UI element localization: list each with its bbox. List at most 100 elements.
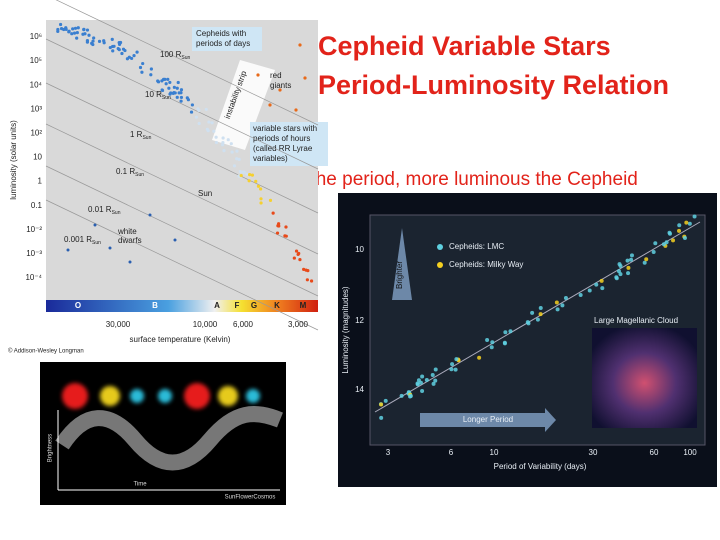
credit: © Addison-Wesley Longman bbox=[8, 348, 84, 355]
star bbox=[190, 103, 194, 107]
dwarf bbox=[173, 238, 177, 242]
star bbox=[305, 278, 309, 282]
y-tick-label: 10² bbox=[30, 129, 42, 138]
star bbox=[256, 184, 261, 188]
radius-line bbox=[45, 38, 319, 170]
star bbox=[111, 49, 115, 53]
star bbox=[135, 50, 139, 54]
star bbox=[238, 169, 242, 174]
dwarf bbox=[128, 260, 132, 264]
y-tick-label: 10⁴ bbox=[30, 80, 43, 89]
cepheid-point bbox=[629, 257, 634, 262]
star bbox=[82, 28, 86, 32]
cepheid-point bbox=[554, 300, 559, 305]
radius-line bbox=[45, 123, 319, 255]
cepheid-point bbox=[668, 231, 673, 236]
cepheid-point bbox=[503, 330, 508, 335]
cepheid-point bbox=[671, 238, 676, 243]
cepheid-point bbox=[526, 321, 531, 326]
y-tick-label: 10 bbox=[355, 245, 364, 254]
cepheid-point bbox=[560, 303, 565, 308]
star bbox=[229, 142, 233, 146]
star bbox=[230, 150, 234, 154]
cepheid-point bbox=[508, 329, 513, 334]
star bbox=[85, 28, 90, 32]
star bbox=[179, 99, 183, 103]
cepheid-point bbox=[450, 362, 455, 367]
galaxy-image bbox=[592, 328, 697, 428]
cepheid-point bbox=[677, 223, 682, 228]
cepheid-point bbox=[687, 221, 692, 226]
star bbox=[306, 269, 310, 273]
arrow-label: Longer Period bbox=[463, 415, 513, 424]
star bbox=[91, 42, 95, 47]
wave bbox=[55, 406, 283, 471]
radius-subscript: Sun bbox=[162, 95, 171, 101]
star bbox=[70, 32, 74, 36]
cepheid-point bbox=[614, 276, 619, 281]
radius-label: 100 RSun bbox=[160, 50, 190, 61]
spectral-type: G bbox=[251, 301, 257, 310]
star bbox=[248, 173, 252, 177]
cepheid-point bbox=[530, 310, 535, 315]
star bbox=[214, 140, 219, 145]
star bbox=[214, 135, 218, 139]
star bbox=[138, 65, 143, 70]
star bbox=[175, 95, 179, 99]
y-tick-label: 14 bbox=[355, 385, 364, 394]
y-label: luminosity (solar units) bbox=[9, 120, 18, 200]
star bbox=[169, 91, 173, 95]
star bbox=[160, 79, 164, 83]
spectral-bar bbox=[46, 300, 318, 312]
star bbox=[298, 258, 302, 262]
star-glow bbox=[218, 386, 238, 406]
cepheid-point bbox=[416, 378, 421, 383]
radius-label: 10 RSun bbox=[145, 90, 171, 101]
cepheid-point bbox=[692, 214, 697, 219]
cepheid-point bbox=[599, 278, 604, 283]
star bbox=[75, 31, 79, 35]
cepheid-point bbox=[587, 288, 592, 293]
y-tick-label: 10 bbox=[33, 153, 42, 162]
star bbox=[194, 115, 198, 119]
star bbox=[121, 47, 126, 51]
star bbox=[210, 121, 214, 125]
cepheid-point bbox=[626, 265, 631, 270]
star bbox=[149, 67, 153, 71]
giant bbox=[278, 88, 282, 92]
x-tick-label: 3 bbox=[386, 448, 391, 457]
note: periods of hours bbox=[253, 134, 310, 143]
star bbox=[302, 267, 306, 272]
y-tick-label: 10⁻⁴ bbox=[25, 273, 42, 282]
star bbox=[102, 39, 106, 43]
note: periods of days bbox=[196, 39, 250, 48]
hr-diagram: luminosity (solar units) surface tempera… bbox=[8, 0, 328, 355]
star bbox=[160, 88, 164, 92]
star bbox=[166, 77, 170, 81]
star bbox=[120, 51, 124, 56]
star bbox=[220, 143, 225, 147]
star bbox=[276, 224, 280, 228]
cepheid-point bbox=[477, 355, 482, 360]
cepheid-point bbox=[535, 317, 540, 322]
radius-line bbox=[45, 82, 319, 214]
galaxy-label: Large Magellanic Cloud bbox=[594, 316, 678, 325]
cepheid-point bbox=[644, 257, 649, 262]
arrow-label: Brighter bbox=[395, 261, 404, 289]
radius-label: 1 RSun bbox=[130, 130, 152, 141]
cepheid-point bbox=[431, 381, 436, 386]
star bbox=[206, 129, 210, 133]
star bbox=[171, 91, 175, 95]
radius-line bbox=[45, 199, 319, 331]
star bbox=[83, 32, 87, 36]
y-label: Brightness bbox=[48, 434, 54, 462]
star bbox=[226, 138, 230, 142]
star bbox=[212, 129, 216, 133]
x-label: Time bbox=[133, 482, 147, 488]
radius-subscript: Sun bbox=[112, 210, 121, 216]
strip-band bbox=[212, 60, 275, 150]
giant bbox=[294, 108, 298, 112]
cepheid-point bbox=[594, 282, 599, 287]
